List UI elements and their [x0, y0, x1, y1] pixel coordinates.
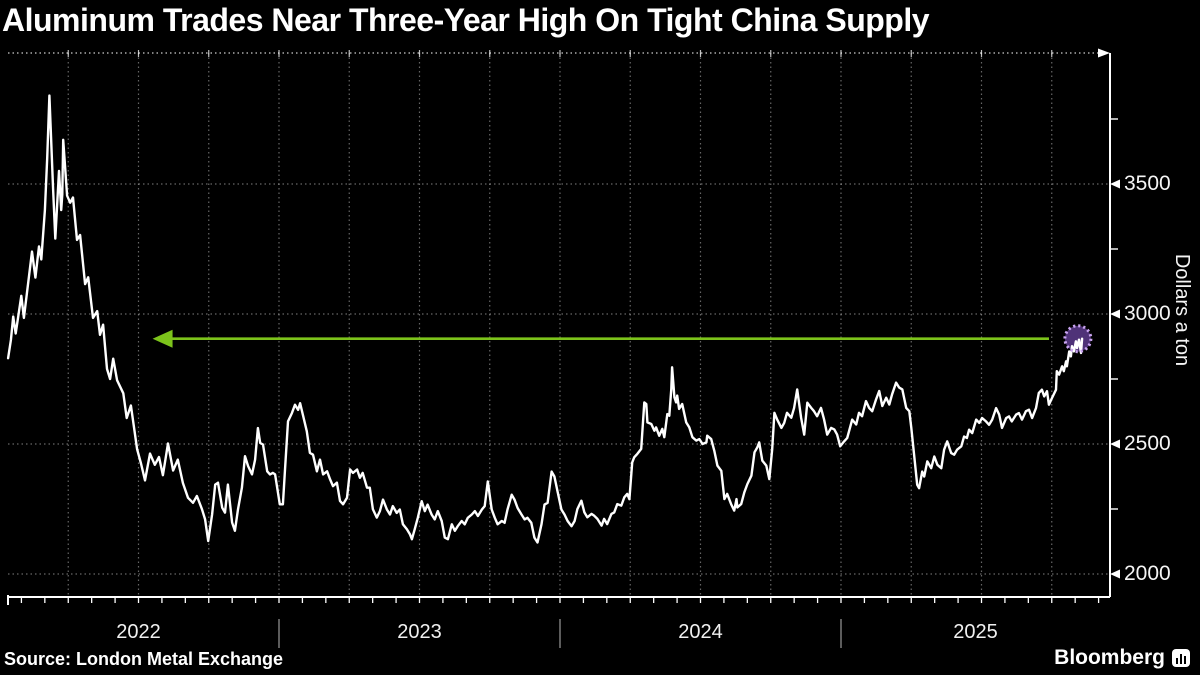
y-axis-tick-label: 3000 — [1124, 302, 1171, 325]
x-axis-year-label: 2022 — [116, 621, 161, 643]
source-text: Source: London Metal Exchange — [4, 649, 284, 669]
price-line — [6, 94, 1084, 544]
bloomberg-wordmark: Bloomberg — [1054, 646, 1165, 669]
x-axis-year-label: 2023 — [397, 621, 442, 643]
x-axis-year-label: 2025 — [953, 621, 998, 643]
y-axis-title: Dollars a ton — [1171, 253, 1193, 367]
y-axis-tick-arrow — [1110, 179, 1120, 189]
chart-title: Aluminum Trades Near Three-Year High On … — [2, 2, 930, 38]
top-axis-arrowhead — [1098, 48, 1110, 58]
y-axis-tick-label: 2000 — [1124, 562, 1171, 585]
y-axis-tick-arrow — [1110, 309, 1120, 319]
y-axis-tick-label: 3500 — [1124, 172, 1171, 195]
bloomberg-logo: Bloomberg — [1054, 646, 1190, 670]
x-axis-year-label: 2024 — [678, 621, 723, 643]
y-axis-tick-label: 2500 — [1124, 432, 1171, 455]
y-axis-tick-arrow — [1110, 569, 1120, 579]
green-arrow-head — [152, 329, 173, 348]
y-axis-tick-arrow — [1110, 439, 1120, 449]
latest-point-marker-ring — [1063, 324, 1093, 354]
bar-chart-icon — [1172, 649, 1190, 667]
